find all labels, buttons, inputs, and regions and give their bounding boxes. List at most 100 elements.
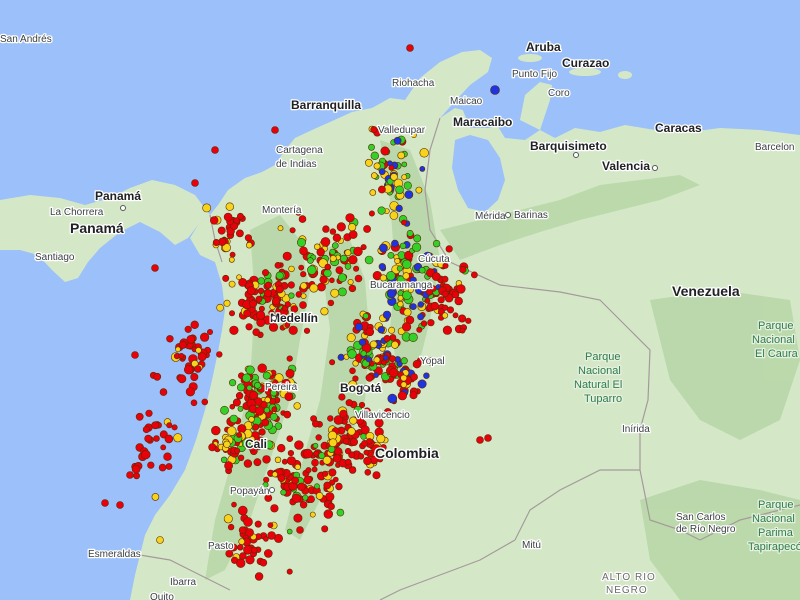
quake-green-marker[interactable]	[345, 263, 351, 269]
quake-red-marker[interactable]	[428, 319, 435, 326]
quake-red-marker[interactable]	[236, 230, 243, 237]
quake-red-marker[interactable]	[167, 423, 172, 428]
quake-yellow-marker[interactable]	[314, 244, 320, 250]
quake-red-marker[interactable]	[179, 353, 184, 358]
quake-red-marker[interactable]	[299, 216, 306, 223]
quake-yellow-marker[interactable]	[203, 204, 211, 212]
quake-green-marker[interactable]	[402, 260, 411, 269]
quake-yellow-marker[interactable]	[237, 275, 242, 280]
quake-red-marker[interactable]	[258, 288, 264, 294]
quake-red-marker[interactable]	[164, 453, 172, 461]
quake-yellow-marker[interactable]	[365, 159, 372, 166]
quake-red-marker[interactable]	[364, 450, 369, 455]
quake-red-marker[interactable]	[235, 448, 240, 453]
quake-green-marker[interactable]	[409, 333, 418, 342]
quake-red-marker[interactable]	[312, 420, 319, 427]
quake-yellow-marker[interactable]	[377, 434, 385, 442]
quake-yellow-marker[interactable]	[226, 203, 234, 211]
quake-red-marker[interactable]	[186, 388, 195, 397]
quake-red-marker[interactable]	[329, 278, 334, 283]
quake-green-marker[interactable]	[263, 372, 270, 379]
quake-red-marker[interactable]	[143, 426, 150, 433]
quake-red-marker[interactable]	[287, 356, 293, 362]
quake-red-marker[interactable]	[288, 282, 295, 289]
quake-red-marker[interactable]	[327, 416, 333, 422]
quake-red-marker[interactable]	[299, 265, 304, 270]
quake-yellow-marker[interactable]	[224, 300, 230, 306]
quake-red-marker[interactable]	[191, 373, 198, 380]
quake-green-marker[interactable]	[289, 293, 295, 299]
quake-yellow-marker[interactable]	[321, 308, 329, 316]
quake-green-marker[interactable]	[363, 313, 369, 319]
quake-red-marker[interactable]	[466, 318, 472, 324]
quake-red-marker[interactable]	[421, 321, 427, 327]
quake-yellow-marker[interactable]	[348, 223, 356, 231]
quake-red-marker[interactable]	[438, 297, 445, 304]
quake-red-marker[interactable]	[243, 546, 252, 555]
quake-red-marker[interactable]	[330, 229, 336, 235]
quake-yellow-marker[interactable]	[227, 427, 236, 436]
quake-red-marker[interactable]	[166, 463, 172, 469]
quake-green-marker[interactable]	[397, 266, 402, 271]
quake-red-marker[interactable]	[255, 407, 264, 416]
quake-red-marker[interactable]	[239, 527, 246, 534]
quake-red-marker[interactable]	[390, 334, 396, 340]
quake-red-marker[interactable]	[303, 449, 312, 458]
quake-green-marker[interactable]	[314, 484, 319, 489]
quake-red-marker[interactable]	[212, 147, 219, 154]
quake-red-marker[interactable]	[250, 300, 257, 307]
quake-red-marker[interactable]	[477, 437, 484, 444]
quake-red-marker[interactable]	[329, 360, 334, 365]
quake-red-marker[interactable]	[442, 291, 448, 297]
quake-red-marker[interactable]	[191, 400, 197, 406]
quake-red-marker[interactable]	[349, 467, 356, 474]
quake-red-marker[interactable]	[263, 456, 271, 464]
quake-red-marker[interactable]	[366, 328, 374, 336]
quake-red-marker[interactable]	[192, 180, 199, 187]
quake-red-marker[interactable]	[216, 352, 222, 358]
quake-red-marker[interactable]	[285, 302, 291, 308]
quake-red-marker[interactable]	[350, 438, 357, 445]
quake-red-marker[interactable]	[264, 289, 272, 297]
quake-red-marker[interactable]	[452, 291, 459, 298]
quake-green-marker[interactable]	[400, 243, 406, 249]
quake-red-marker[interactable]	[255, 521, 261, 527]
quake-red-marker[interactable]	[355, 275, 362, 282]
quake-yellow-marker[interactable]	[347, 333, 355, 341]
quake-red-marker[interactable]	[290, 228, 295, 233]
quake-red-marker[interactable]	[152, 422, 159, 429]
quake-yellow-marker[interactable]	[331, 289, 339, 297]
quake-red-marker[interactable]	[117, 502, 124, 509]
quake-red-marker[interactable]	[460, 328, 465, 333]
quake-yellow-marker[interactable]	[388, 327, 394, 333]
quake-green-marker[interactable]	[387, 271, 396, 280]
quake-red-marker[interactable]	[323, 226, 330, 233]
quake-red-marker[interactable]	[292, 494, 301, 503]
quake-red-marker[interactable]	[453, 313, 458, 318]
quake-red-marker[interactable]	[277, 444, 285, 452]
quake-red-marker[interactable]	[326, 492, 335, 501]
quake-red-marker[interactable]	[224, 213, 232, 221]
quake-red-marker[interactable]	[245, 235, 252, 242]
quake-green-marker[interactable]	[419, 267, 425, 273]
quake-red-marker[interactable]	[132, 465, 140, 473]
quake-red-marker[interactable]	[246, 529, 254, 537]
quake-red-marker[interactable]	[265, 282, 271, 288]
quake-red-marker[interactable]	[184, 365, 193, 374]
quake-red-marker[interactable]	[268, 523, 273, 528]
quake-red-marker[interactable]	[218, 227, 225, 234]
quake-red-marker[interactable]	[485, 435, 492, 442]
quake-blue-marker[interactable]	[391, 240, 398, 247]
quake-red-marker[interactable]	[353, 266, 358, 271]
quake-yellow-marker[interactable]	[176, 347, 181, 352]
quake-green-marker[interactable]	[338, 274, 346, 282]
quake-yellow-marker[interactable]	[295, 464, 301, 470]
quake-green-marker[interactable]	[371, 152, 379, 160]
quake-red-marker[interactable]	[102, 500, 109, 507]
quake-green-marker[interactable]	[414, 235, 421, 242]
quake-red-marker[interactable]	[292, 477, 299, 484]
quake-red-marker[interactable]	[389, 356, 395, 362]
quake-blue-marker[interactable]	[491, 86, 500, 95]
quake-red-marker[interactable]	[335, 448, 343, 456]
quake-red-marker[interactable]	[263, 477, 269, 483]
